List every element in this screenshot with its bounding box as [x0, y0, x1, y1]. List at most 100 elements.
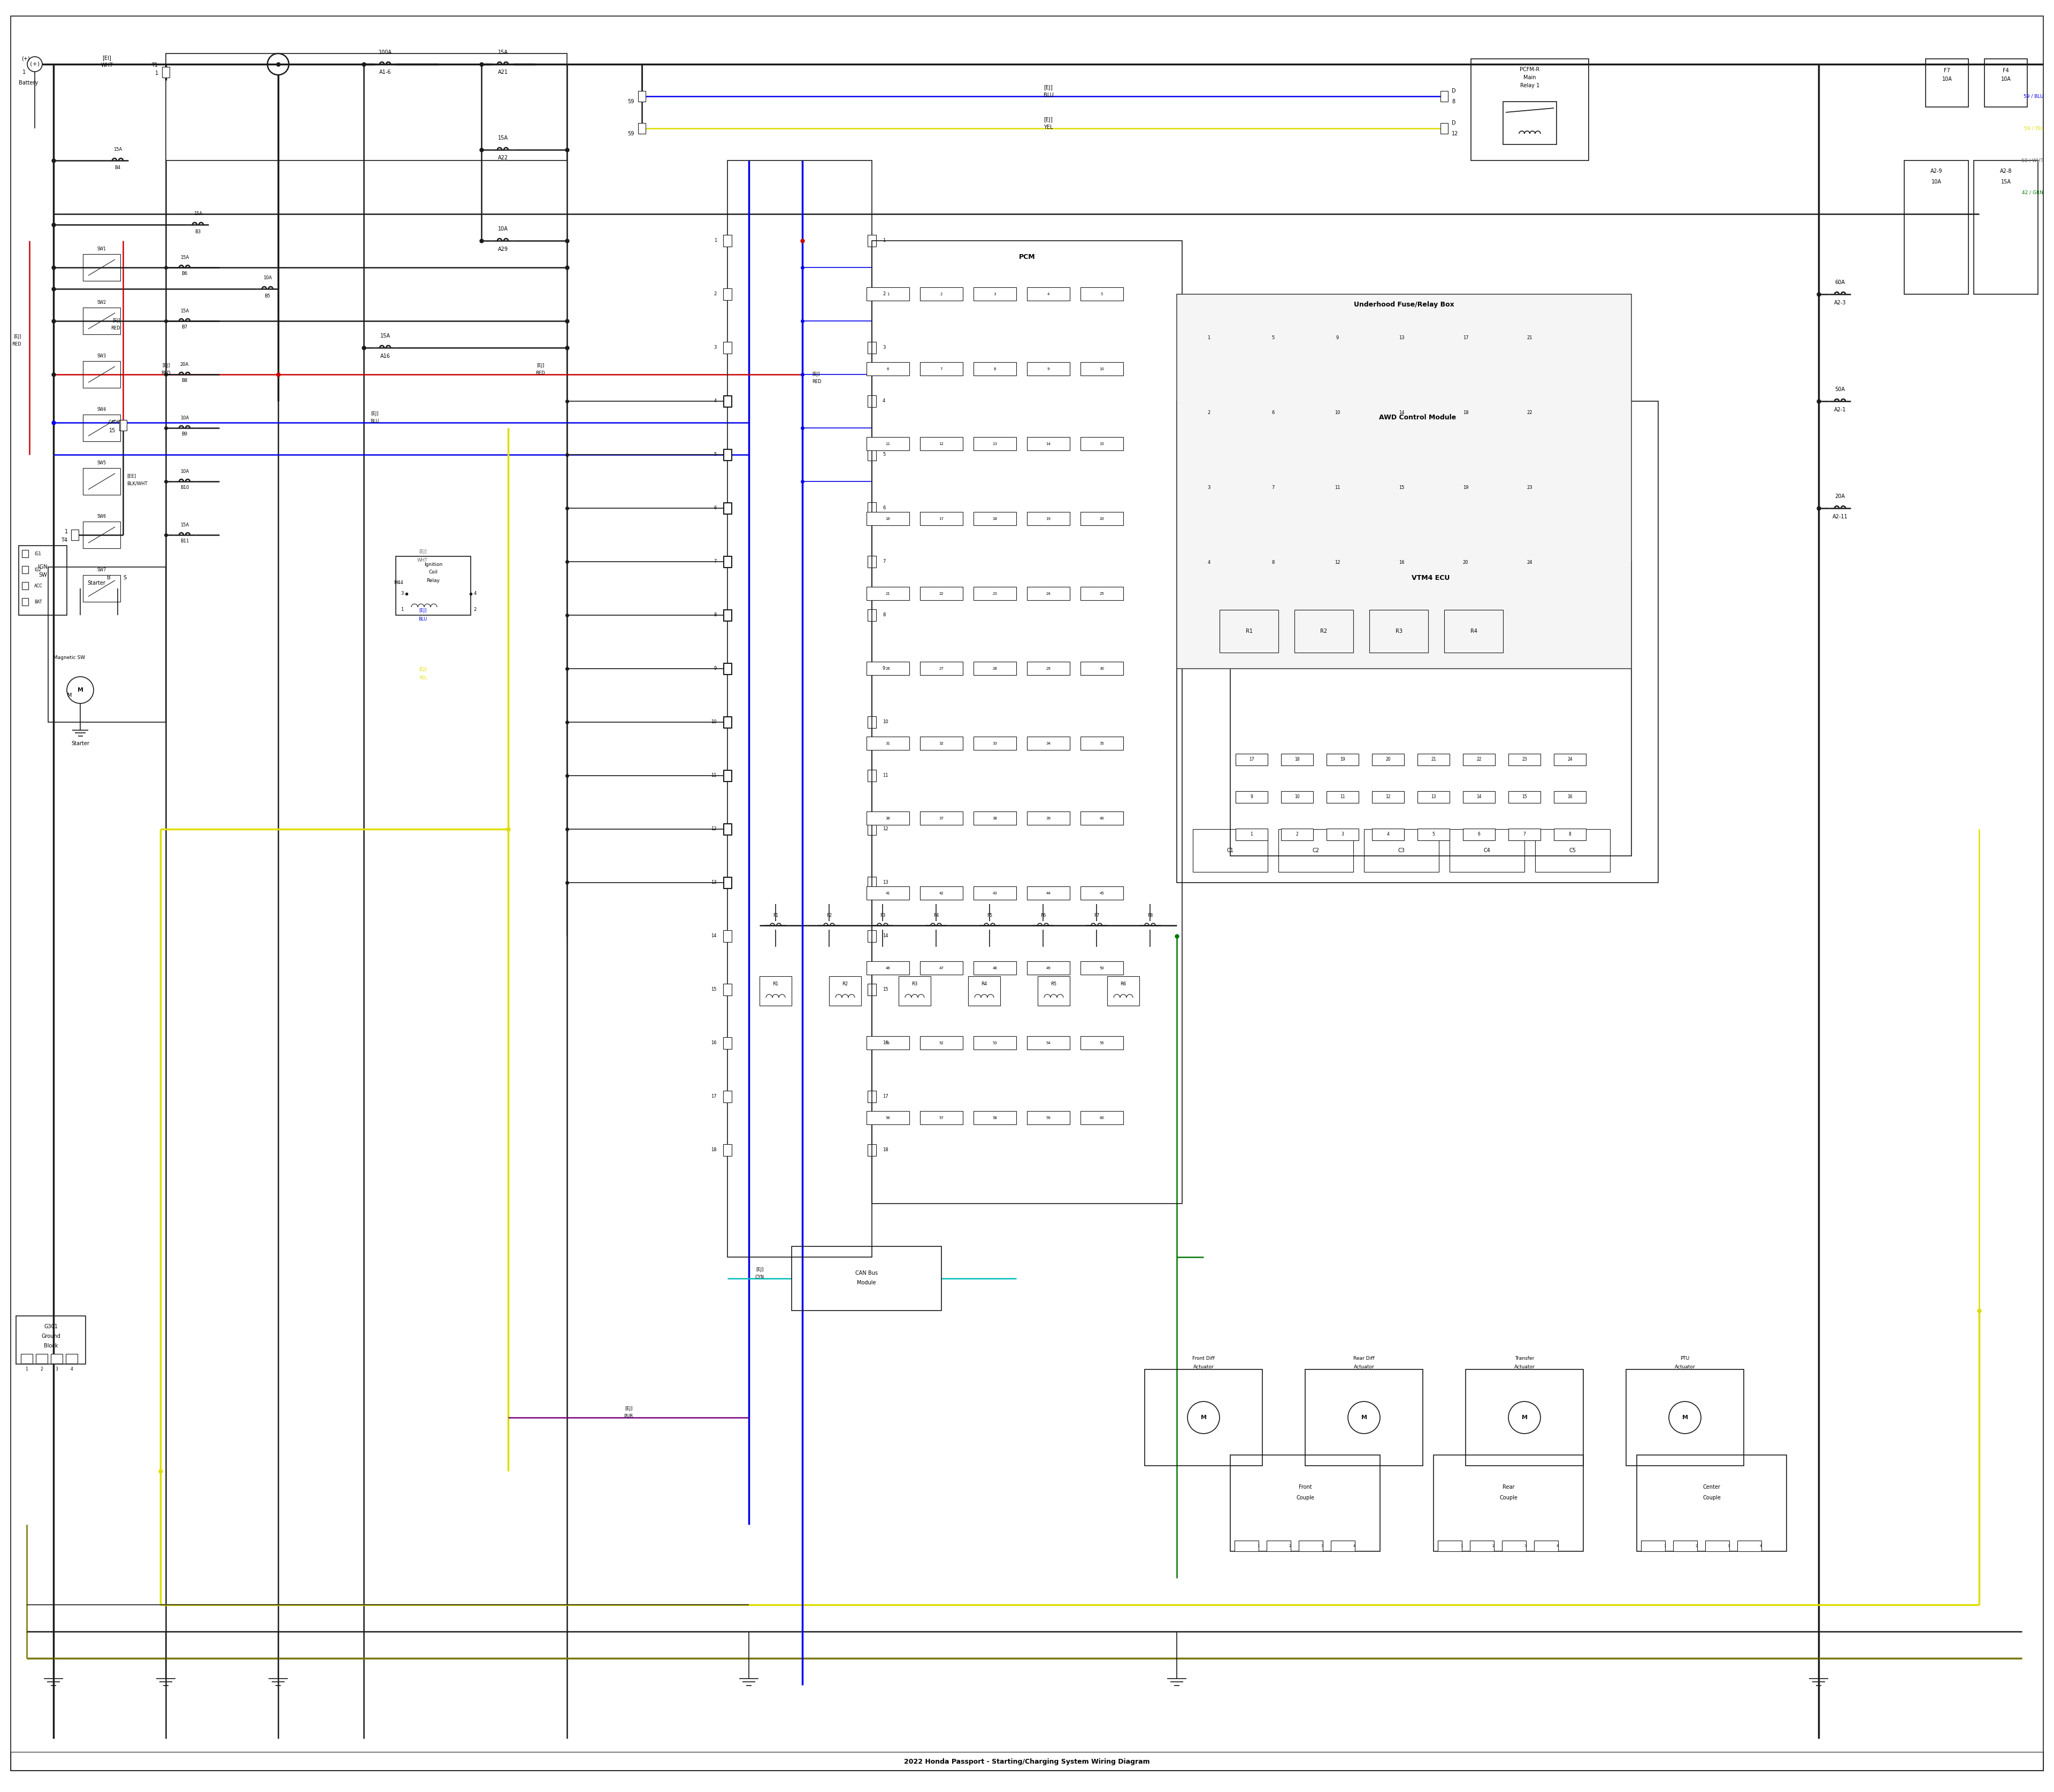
Text: 1: 1 — [715, 238, 717, 244]
Bar — [1372, 790, 1405, 803]
Text: 6: 6 — [1271, 410, 1273, 416]
Text: 15A: 15A — [181, 523, 189, 527]
Bar — [119, 419, 127, 430]
Text: [EJ]: [EJ] — [370, 412, 378, 416]
Text: 13: 13 — [883, 880, 887, 885]
Bar — [1555, 790, 1586, 803]
Bar — [1304, 1369, 1423, 1466]
Text: SW: SW — [39, 572, 47, 577]
Text: Couple: Couple — [1703, 1495, 1721, 1500]
Text: Front Diff: Front Diff — [1193, 1357, 1214, 1362]
Bar — [723, 771, 731, 781]
Text: 45: 45 — [1099, 892, 1105, 894]
Bar — [974, 362, 1017, 376]
Text: 7: 7 — [715, 559, 717, 564]
Bar — [1027, 586, 1070, 600]
Text: 56: 56 — [885, 1116, 889, 1120]
Bar — [1927, 59, 1968, 108]
Bar — [1080, 437, 1124, 450]
Bar — [1278, 830, 1354, 873]
Bar — [974, 1036, 1017, 1050]
Text: VTM4 ECU: VTM4 ECU — [1411, 573, 1450, 581]
Text: [EI]: [EI] — [103, 56, 111, 61]
Text: RED: RED — [111, 326, 121, 332]
Text: 22: 22 — [939, 591, 943, 595]
Text: Center: Center — [1703, 1484, 1721, 1489]
Bar — [1234, 1541, 1259, 1552]
Bar — [867, 502, 877, 514]
Bar — [1027, 812, 1070, 824]
Bar — [1327, 790, 1358, 803]
Text: 7: 7 — [1524, 831, 1526, 837]
Text: 4: 4 — [1557, 1545, 1559, 1548]
Text: F5: F5 — [986, 914, 992, 918]
Bar — [1450, 830, 1524, 873]
Text: 17: 17 — [883, 1095, 887, 1098]
Text: Actuator: Actuator — [1514, 1364, 1534, 1369]
Text: 10: 10 — [711, 720, 717, 724]
Text: 16: 16 — [1399, 561, 1405, 564]
Bar — [920, 362, 963, 376]
Bar — [920, 661, 963, 676]
Text: 3: 3 — [1727, 1545, 1729, 1548]
Text: CYN: CYN — [756, 1274, 764, 1279]
Text: 12: 12 — [1335, 561, 1339, 564]
Bar — [727, 161, 871, 1256]
Bar — [1438, 1541, 1462, 1552]
Text: 6: 6 — [883, 505, 885, 511]
Text: 16: 16 — [711, 1041, 717, 1045]
Text: F4: F4 — [933, 914, 939, 918]
Bar — [920, 812, 963, 824]
Bar — [723, 984, 731, 996]
Text: 12: 12 — [883, 826, 887, 831]
Bar — [47, 566, 166, 722]
Text: [EJ]: [EJ] — [419, 667, 427, 672]
Text: F1: F1 — [772, 914, 778, 918]
Bar — [1107, 977, 1140, 1005]
Bar — [723, 450, 731, 461]
Bar — [974, 887, 1017, 900]
Text: Battery: Battery — [18, 81, 39, 86]
Text: Rear: Rear — [1501, 1484, 1514, 1489]
Bar — [23, 599, 29, 606]
Text: Rear Diff: Rear Diff — [1354, 1357, 1374, 1362]
Bar — [1417, 790, 1450, 803]
Bar — [1237, 828, 1267, 840]
Text: A2-1: A2-1 — [1834, 407, 1847, 412]
Text: D: D — [1452, 88, 1456, 93]
Bar — [82, 414, 121, 441]
Text: 2: 2 — [883, 292, 885, 297]
Bar — [867, 876, 877, 889]
Text: PTU: PTU — [1680, 1357, 1690, 1362]
Text: Relay: Relay — [427, 579, 440, 582]
Bar — [1237, 754, 1267, 765]
Bar — [867, 609, 877, 622]
Text: 100A: 100A — [378, 50, 392, 56]
Text: B8: B8 — [181, 378, 187, 383]
Bar — [723, 717, 731, 728]
Text: 3: 3 — [994, 292, 996, 296]
Text: 24: 24 — [1567, 758, 1573, 762]
Text: 1: 1 — [1208, 335, 1210, 340]
Text: [EJ]: [EJ] — [624, 1407, 633, 1412]
Text: 1: 1 — [887, 292, 889, 296]
Bar — [723, 663, 731, 674]
Text: 14: 14 — [711, 934, 717, 939]
Text: 5: 5 — [1432, 831, 1436, 837]
Text: M: M — [1522, 1416, 1528, 1421]
Bar — [974, 1111, 1017, 1124]
Text: 5: 5 — [1101, 292, 1103, 296]
Text: 24: 24 — [1045, 591, 1052, 595]
Bar — [723, 556, 731, 568]
Text: A1-6: A1-6 — [380, 70, 390, 75]
Bar — [920, 737, 963, 751]
Text: IG2: IG2 — [35, 568, 41, 572]
Bar — [920, 437, 963, 450]
Text: 55: 55 — [1099, 1041, 1105, 1045]
Text: SW3: SW3 — [97, 353, 107, 358]
Bar — [1471, 59, 1588, 161]
Text: A2-11: A2-11 — [1832, 514, 1849, 520]
Text: Transfer: Transfer — [1514, 1357, 1534, 1362]
Text: 10A: 10A — [181, 416, 189, 421]
Bar — [723, 342, 731, 353]
